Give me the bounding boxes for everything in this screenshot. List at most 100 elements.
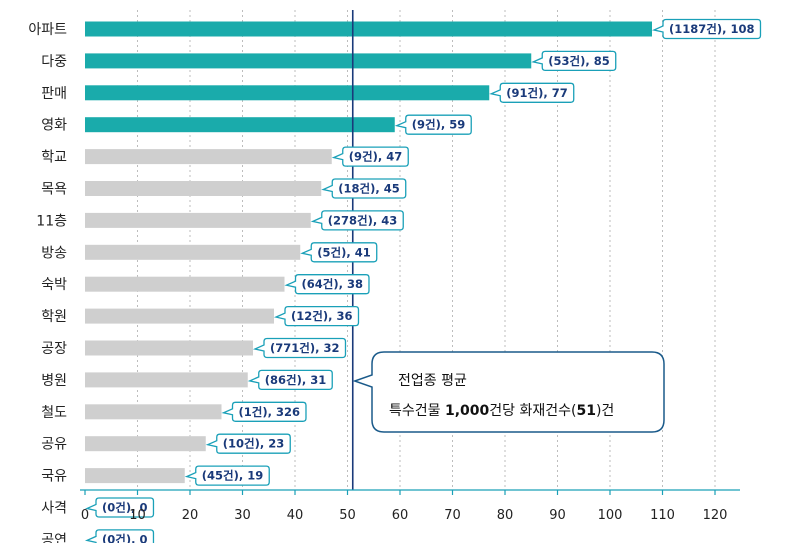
data-label: (45건), 19 [184,465,270,486]
data-label-box [221,401,307,422]
data-label-box [273,305,360,327]
bar [85,244,301,260]
data-label-text: (12건), 36 [291,309,352,323]
data-label: (9건), 59 [394,114,472,135]
x-tick-label: 20 [182,508,199,523]
data-label-text: (9건), 59 [412,118,465,132]
x-tick-label: 10 [129,508,146,523]
category-label: 국유 [41,469,67,485]
data-label-text: (1187건), 108 [669,22,754,36]
bar [85,468,185,484]
callout-text-part: )건 [596,403,614,419]
data-label-box [247,369,333,391]
data-label: (0건), 0 [84,529,155,543]
data-label: (1건), 326 [221,401,307,422]
bars [85,21,652,484]
bar [85,117,395,133]
category-label: 철도 [41,405,67,421]
data-label-box [205,433,291,454]
category-label: 사격 [41,501,67,517]
x-tick-label: 60 [392,508,409,523]
bar [85,85,490,101]
data-label: (771건), 32 [252,337,347,359]
data-label: (0건), 0 [84,497,155,518]
callout-text-part: 건당 화재건수( [489,403,576,419]
data-label: (18건), 45 [321,178,407,199]
category-label: 공유 [41,437,67,453]
data-label-box [331,146,409,167]
category-label: 목욕 [41,182,67,198]
data-label: (5건), 41 [300,242,378,263]
category-label: 숙박 [41,277,67,293]
data-label-text: (9건), 47 [349,150,402,164]
data-label-box [651,18,762,40]
x-tick-label: 70 [444,508,461,523]
data-label: (10건), 23 [205,433,291,454]
bar [85,404,222,420]
callout-box [352,351,665,433]
data-label-text: (10건), 23 [223,437,284,451]
data-label-text: (64건), 38 [302,277,363,291]
data-label: (9건), 47 [331,146,409,167]
data-label-text: (0건), 0 [102,532,147,543]
reference-callout: 전업종 평균 특수건물 1,000건당 화재건수(51)건 [352,351,665,433]
callout-text-bold: 51 [576,403,595,419]
data-label-box [84,497,155,518]
data-label-text: (91건), 77 [506,86,567,100]
data-label-box [184,465,270,486]
data-label-box [252,337,347,359]
data-label-text: (5건), 41 [317,245,370,259]
category-label: 다중 [41,54,67,70]
bar [85,21,652,37]
x-tick-label: 120 [703,508,728,523]
x-tick-label: 100 [598,508,623,523]
data-label: (86건), 31 [247,369,333,391]
bar [85,181,322,196]
bar [85,276,285,292]
x-tick-label: 80 [497,508,514,523]
data-label-box [310,210,404,231]
category-label: 공연 [41,532,67,543]
data-label-text: (771건), 32 [270,341,339,355]
bar [85,436,206,452]
category-label: 공장 [41,341,67,357]
data-label-text: (86건), 31 [265,373,326,387]
data-label: (53건), 85 [531,50,617,72]
x-tick-label: 0 [81,508,89,523]
data-label-box [321,178,407,199]
data-label-box [84,529,155,543]
bar [85,212,311,228]
data-label-text: (18건), 45 [338,182,399,196]
category-label: 영화 [41,118,67,134]
x-axis: 0 10 20 30 40 50 60 70 80 90 100 110 120 [80,489,740,523]
category-label: 병원 [41,373,67,389]
data-label: (278건), 43 [310,210,404,231]
category-label: 판매 [41,86,67,102]
category-label: 11층 [36,213,67,229]
category-label: 방송 [41,245,67,261]
data-label: (12건), 36 [273,305,360,327]
x-tick-label: 30 [234,508,251,523]
data-label-box [284,274,370,295]
callout-text-bold: 1,000 [445,403,490,419]
bar [85,53,532,69]
data-label-text: (278건), 43 [328,213,397,227]
category-label: 아파트 [28,22,67,38]
callout-line-1: 전업종 평균 [398,373,467,389]
data-label-box [489,82,575,103]
data-label-box [394,114,472,135]
data-labels: (1187건), 108 (53건), 85 (91건), 77 (9건), 59 (9… [84,18,762,543]
x-tick-label: 90 [549,508,566,523]
data-label: (91건), 77 [489,82,575,103]
callout-text-part: 특수건물 [389,403,445,419]
data-label: (64건), 38 [284,274,370,295]
data-label-text: (45건), 19 [202,469,263,483]
x-tick-label: 50 [339,508,356,523]
data-label-box [531,50,617,72]
bar [85,308,274,324]
data-label-text: (53건), 85 [548,54,609,68]
callout-line-2: 특수건물 1,000건당 화재건수(51)건 [389,403,614,419]
data-label: (1187건), 108 [651,18,762,40]
